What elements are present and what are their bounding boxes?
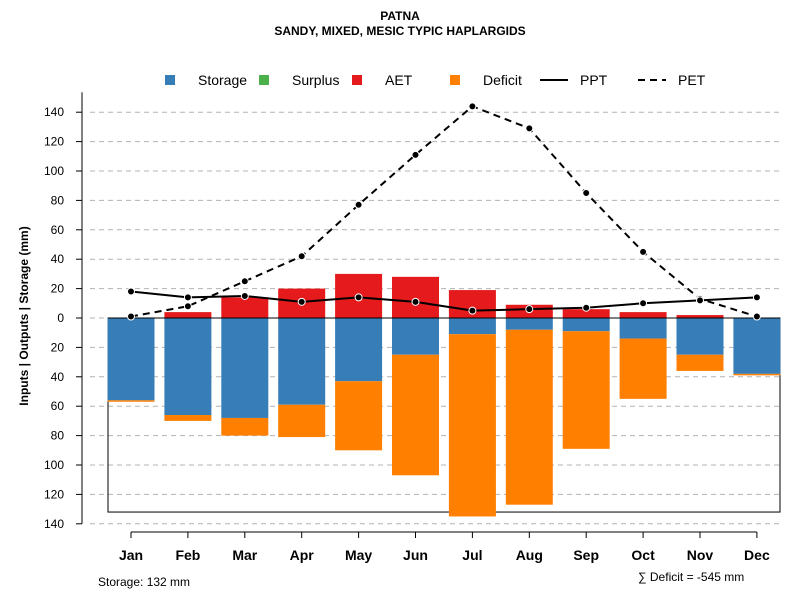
- legend-storage-label: Storage: [198, 72, 247, 88]
- deficit-bar: [676, 354, 724, 371]
- x-tick-label-nov: Nov: [687, 547, 714, 563]
- deficit-bar: [733, 373, 781, 376]
- legend-aet-swatch: [352, 75, 362, 85]
- pet-line-point: [468, 102, 477, 111]
- y-tick-label: 140: [44, 517, 64, 531]
- ppt-line-point: [240, 291, 249, 300]
- legend-deficit-label: Deficit: [483, 72, 522, 88]
- ppt-line-point: [183, 293, 192, 302]
- aet-bar: [619, 312, 667, 318]
- legend-surplus-swatch: [259, 75, 269, 85]
- ppt-line-point: [525, 305, 534, 314]
- pet-line-point: [411, 150, 420, 159]
- storage-bar: [164, 318, 212, 416]
- legend-ppt-label: PPT: [580, 72, 608, 88]
- ppt-line-point: [752, 293, 761, 302]
- y-tick-label: 120: [44, 135, 64, 149]
- y-tick-label: 60: [51, 223, 65, 237]
- aet-bar: [392, 276, 439, 318]
- x-tick-label-apr: Apr: [290, 547, 315, 563]
- deficit-bar: [505, 329, 553, 505]
- storage-bar: [619, 318, 667, 339]
- ppt-line: [130, 290, 757, 312]
- deficit-bar: [392, 354, 439, 476]
- pet-line: [130, 105, 758, 318]
- y-tick-label: 40: [51, 252, 65, 266]
- pet-line-point: [639, 247, 648, 256]
- deficit-total-label: ∑ Deficit = -545 mm: [638, 570, 745, 584]
- storage-bar: [221, 318, 269, 418]
- chart-subtitle: SANDY, MIXED, MESIC TYPIC HAPLARGIDS: [274, 24, 526, 38]
- y-tick-label: 60: [51, 399, 65, 413]
- aet-bar: [164, 312, 212, 318]
- pet-line-point: [752, 312, 761, 321]
- aet-bar: [221, 297, 269, 318]
- ppt-line-point: [582, 303, 591, 312]
- x-tick-label-feb: Feb: [175, 547, 200, 563]
- x-tick-label-sep: Sep: [573, 547, 599, 563]
- legend-aet-label: AET: [385, 72, 413, 88]
- deficit-bar: [107, 400, 155, 402]
- storage-bar: [335, 318, 383, 382]
- storage-bar: [278, 318, 326, 405]
- ppt-line-point: [354, 293, 363, 302]
- pet-line-point: [127, 312, 135, 321]
- deficit-bar: [619, 338, 667, 399]
- y-tick-label: 140: [44, 105, 64, 119]
- y-tick-label: 80: [51, 193, 65, 207]
- x-tick-label-aug: Aug: [516, 547, 543, 563]
- storage-bar: [392, 318, 439, 355]
- x-tick-label-jun: Jun: [403, 547, 428, 563]
- ppt-line-point: [696, 296, 704, 305]
- x-tick-label-mar: Mar: [232, 547, 257, 563]
- pet-line-point: [297, 252, 306, 261]
- deficit-bar: [448, 334, 496, 517]
- pet-line-point: [240, 277, 249, 286]
- deficit-bar: [221, 417, 269, 436]
- y-tick-label: 80: [51, 429, 65, 443]
- ppt-line-point: [411, 297, 420, 306]
- y-tick-label: 120: [44, 487, 64, 501]
- y-tick-label: 20: [51, 340, 65, 354]
- deficit-bar: [562, 331, 610, 449]
- x-tick-label-jul: Jul: [462, 547, 482, 563]
- y-tick-label: 100: [44, 458, 64, 472]
- storage-bar: [676, 318, 724, 355]
- x-tick-label-dec: Dec: [744, 547, 770, 563]
- legend-pet-label: PET: [678, 72, 706, 88]
- deficit-bar: [278, 404, 326, 438]
- legend-storage-swatch: [165, 75, 175, 85]
- storage-bar: [562, 318, 610, 332]
- legend-deficit-swatch: [450, 75, 460, 85]
- ppt-line-point: [127, 287, 135, 296]
- y-tick-label: 20: [51, 282, 65, 296]
- y-tick-label: 0: [57, 311, 64, 325]
- ppt-line-point: [468, 306, 477, 315]
- pet-line-point: [582, 189, 591, 198]
- storage-bar: [107, 318, 155, 401]
- aet-bar: [676, 315, 724, 318]
- y-tick-label: 40: [51, 370, 65, 384]
- pet-line-point: [354, 200, 363, 209]
- ppt-line-point: [297, 297, 306, 306]
- y-tick-label: 100: [44, 164, 64, 178]
- y-axis-label: Inputs | Outputs | Storage (mm): [17, 226, 31, 405]
- storage-capacity-label: Storage: 132 mm: [98, 575, 191, 589]
- x-tick-label-jan: Jan: [119, 547, 143, 563]
- storage-bar: [505, 318, 553, 330]
- x-tick-label-may: May: [345, 547, 372, 563]
- pet-line-point: [183, 302, 192, 311]
- pet-line-point: [525, 124, 534, 133]
- ppt-line-point: [639, 299, 648, 308]
- storage-bar: [448, 318, 496, 335]
- chart-title: PATNA: [380, 9, 420, 23]
- aet-bar: [562, 309, 610, 318]
- deficit-bar: [335, 381, 383, 451]
- storage-bar: [733, 318, 781, 374]
- x-tick-label-oct: Oct: [631, 547, 655, 563]
- legend-surplus-label: Surplus: [292, 72, 339, 88]
- deficit-bar: [164, 415, 212, 421]
